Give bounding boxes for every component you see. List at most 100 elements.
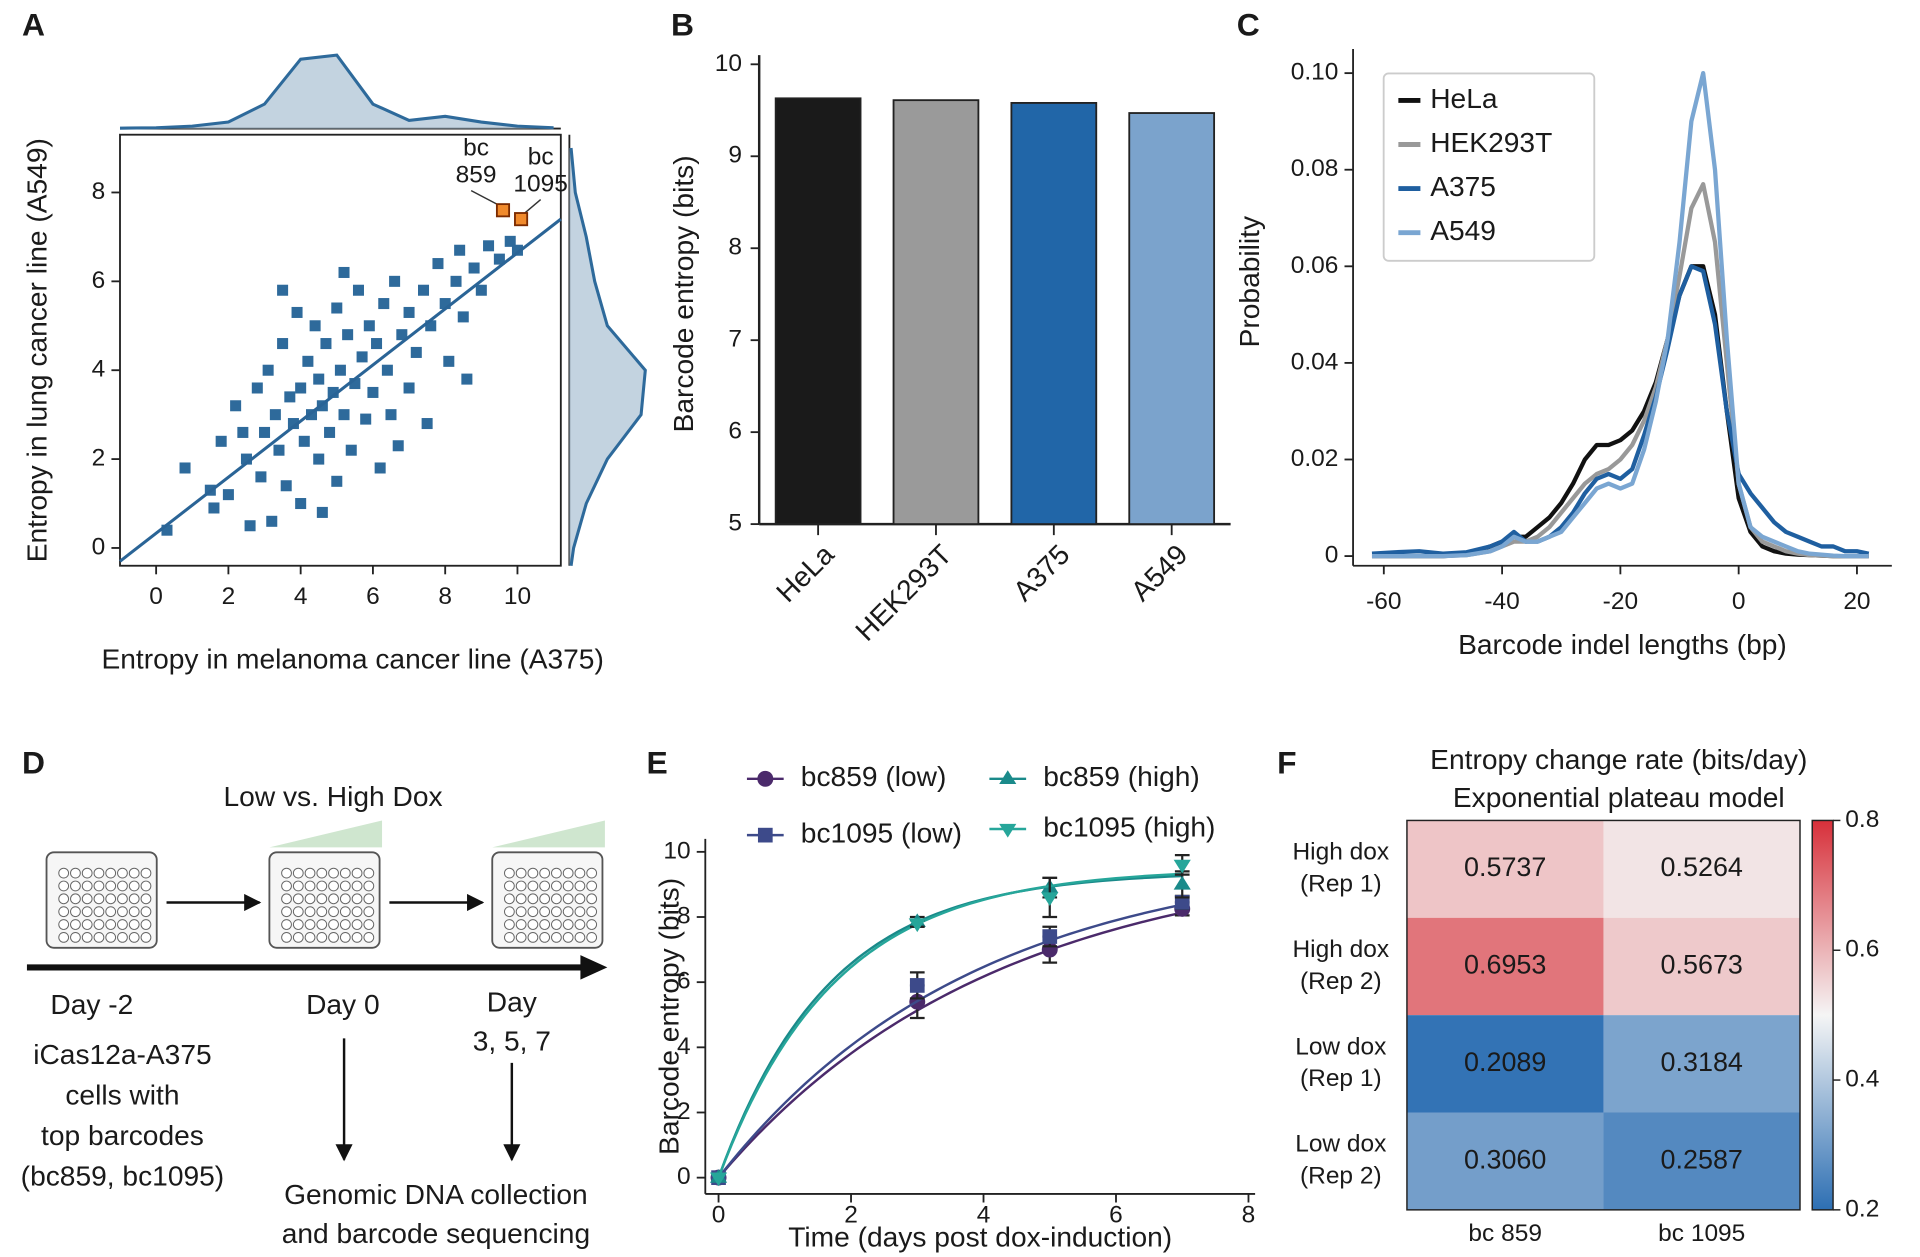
cell-label: 0.2587 bbox=[1661, 1144, 1743, 1174]
heatmap-cell bbox=[1406, 1015, 1604, 1113]
heatmap-frame bbox=[1406, 819, 1801, 1211]
point bbox=[295, 382, 307, 394]
panel-letter: B bbox=[671, 6, 694, 42]
point bbox=[356, 351, 368, 363]
point bbox=[504, 235, 516, 247]
well bbox=[128, 932, 140, 943]
cell-label: 0.3060 bbox=[1464, 1144, 1546, 1174]
y-tick-label: 2 bbox=[677, 1098, 691, 1125]
point bbox=[493, 253, 505, 265]
point bbox=[349, 378, 361, 390]
well bbox=[93, 919, 105, 930]
well bbox=[551, 867, 562, 879]
y-tick-label: 4 bbox=[92, 356, 106, 383]
cells-label: top barcodes bbox=[41, 1120, 204, 1151]
well bbox=[539, 919, 551, 930]
x-tick-label: 0 bbox=[712, 1201, 726, 1228]
well bbox=[515, 906, 527, 918]
point bbox=[443, 355, 455, 367]
well bbox=[281, 919, 292, 930]
fit-line bbox=[119, 217, 562, 563]
line bbox=[1371, 70, 1869, 559]
well bbox=[128, 906, 140, 918]
well bbox=[504, 880, 515, 892]
y-tick-label: 0 bbox=[677, 1163, 691, 1190]
well bbox=[105, 919, 117, 930]
y-tick-label: 0 bbox=[1325, 542, 1339, 569]
point bbox=[432, 258, 444, 270]
x-tick-label: 2 bbox=[844, 1201, 858, 1228]
y-tick-label: 9 bbox=[728, 142, 742, 169]
col-label: bc 859 bbox=[1468, 1220, 1542, 1247]
panel-letter: D bbox=[22, 745, 45, 781]
well bbox=[363, 906, 375, 918]
highlight-label: 1095 bbox=[513, 170, 567, 197]
well bbox=[140, 880, 152, 892]
well bbox=[58, 919, 70, 930]
point bbox=[302, 355, 314, 367]
x-tick-label: A375 bbox=[1007, 539, 1075, 607]
well bbox=[292, 919, 304, 930]
well bbox=[539, 932, 551, 943]
well bbox=[316, 932, 328, 943]
well bbox=[586, 906, 598, 918]
point bbox=[457, 311, 469, 323]
point bbox=[230, 400, 242, 412]
legend-label: HeLa bbox=[1430, 83, 1498, 114]
bar bbox=[892, 99, 980, 526]
well bbox=[586, 932, 598, 943]
dox-gradient bbox=[269, 820, 383, 848]
point bbox=[208, 502, 220, 514]
point bbox=[352, 284, 364, 296]
point bbox=[342, 329, 354, 341]
point bbox=[425, 320, 437, 332]
well bbox=[562, 880, 574, 892]
well bbox=[574, 880, 586, 892]
point bbox=[360, 413, 372, 425]
well bbox=[81, 919, 93, 930]
legend-label: A375 bbox=[1430, 171, 1496, 202]
point bbox=[259, 426, 271, 438]
panel-letter: E bbox=[647, 745, 668, 781]
well bbox=[527, 880, 539, 892]
well bbox=[562, 906, 574, 918]
well bbox=[281, 867, 292, 879]
well bbox=[117, 906, 128, 918]
point bbox=[313, 453, 325, 465]
well bbox=[140, 906, 152, 918]
point bbox=[316, 506, 328, 518]
well bbox=[504, 906, 515, 918]
y-tick-label: 8 bbox=[677, 902, 691, 929]
highlight-label: bc bbox=[463, 134, 489, 161]
well bbox=[351, 906, 363, 918]
point bbox=[298, 435, 310, 447]
point bbox=[327, 386, 339, 398]
bar bbox=[1128, 112, 1216, 526]
well bbox=[562, 867, 574, 879]
well bbox=[351, 893, 363, 905]
well bbox=[140, 867, 152, 879]
well bbox=[551, 919, 562, 930]
heatmap-cell bbox=[1603, 820, 1800, 918]
heatmap-cell bbox=[1603, 917, 1800, 1016]
well bbox=[551, 906, 562, 918]
well bbox=[574, 932, 586, 943]
well bbox=[117, 932, 128, 943]
marginal-area bbox=[120, 55, 554, 129]
legend-label: HEK293T bbox=[1430, 127, 1552, 158]
well bbox=[539, 880, 551, 892]
well bbox=[574, 867, 586, 879]
point bbox=[1174, 894, 1190, 910]
well bbox=[105, 893, 117, 905]
point bbox=[378, 298, 390, 310]
col-label: bc 1095 bbox=[1658, 1220, 1745, 1247]
point bbox=[266, 515, 278, 527]
well bbox=[81, 880, 93, 892]
well bbox=[70, 932, 81, 943]
well bbox=[140, 919, 152, 930]
point bbox=[284, 391, 296, 403]
point bbox=[1173, 859, 1191, 874]
x-tick-label: 4 bbox=[977, 1201, 991, 1228]
row-label: High dox bbox=[1292, 839, 1389, 866]
well bbox=[339, 880, 351, 892]
